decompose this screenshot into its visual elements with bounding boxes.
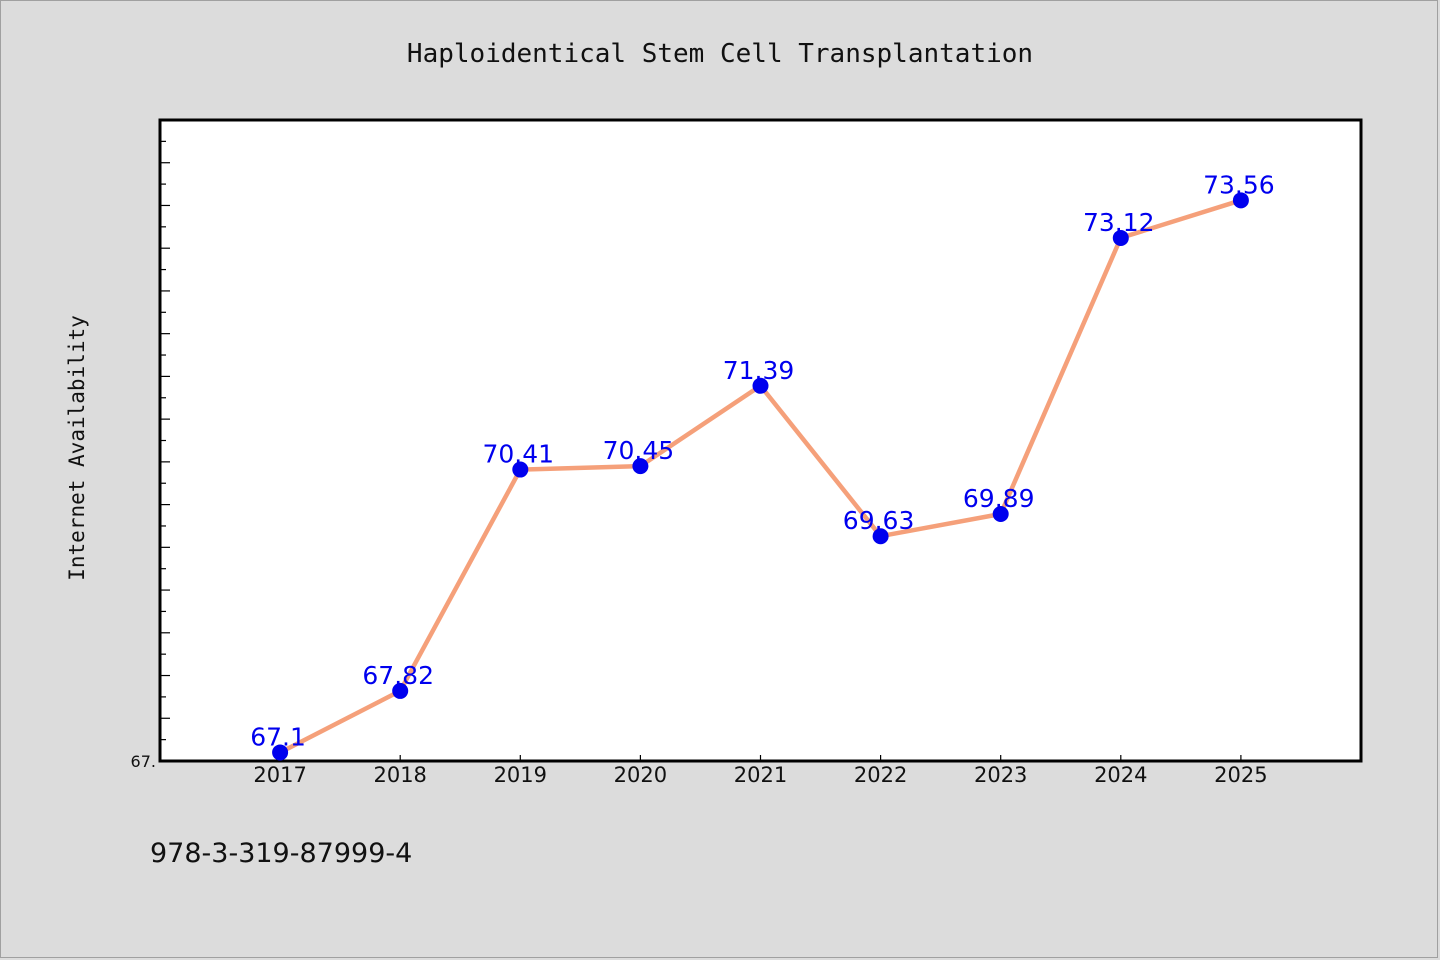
- data-label: 67.1: [250, 722, 306, 751]
- series-data-labels: 67.1 67.82 70.41 70.45 71.39 69.63 69.89 73.12 7…: [250, 170, 1274, 751]
- data-point: [392, 682, 409, 699]
- data-label: 69.63: [843, 506, 915, 535]
- data-point: [992, 506, 1009, 523]
- data-point: [1232, 192, 1249, 209]
- x-axis-tick-label: 2023: [974, 763, 1027, 787]
- data-label: 71.39: [723, 356, 795, 385]
- data-point: [872, 528, 889, 545]
- y-axis-label: Internet Availability: [65, 315, 89, 581]
- data-label: 70.41: [483, 440, 555, 469]
- x-axis-tick-label: 2025: [1214, 763, 1267, 787]
- x-axis-tick-label: 2018: [373, 763, 426, 787]
- data-label: 70.45: [603, 436, 675, 465]
- y-axis-tick-label: 67.: [131, 752, 156, 771]
- data-point: [272, 744, 289, 761]
- x-axis-tick-label: 2022: [854, 763, 907, 787]
- data-label: 69.89: [963, 484, 1035, 513]
- data-label: 73.56: [1203, 170, 1275, 199]
- data-point: [512, 461, 529, 478]
- x-axis-tick-label: 2024: [1094, 763, 1147, 787]
- x-axis-tick-label: 2017: [253, 763, 306, 787]
- x-axis-tick-label: 2021: [734, 763, 787, 787]
- data-label: 67.82: [362, 661, 434, 690]
- data-label: 73.12: [1083, 208, 1155, 237]
- y-axis-ticks: [160, 119, 170, 762]
- isbn-text: 978-3-319-87999-4: [150, 838, 412, 869]
- data-point: [632, 458, 649, 475]
- data-point: [752, 377, 769, 394]
- series-markers: [272, 192, 1249, 761]
- plot-area: [158, 118, 1363, 763]
- data-point: [1112, 229, 1129, 246]
- x-axis-tick-label: 2019: [494, 763, 547, 787]
- x-axis-tick-labels: 2017 2018 2019 2020 2021 2022 2023 2024 2025: [253, 763, 1267, 787]
- chart-title: Haploidentical Stem Cell Transplantation: [407, 39, 1033, 69]
- y-axis-tick-labels: 67.: [131, 752, 156, 771]
- x-axis-tick-label: 2020: [614, 763, 667, 787]
